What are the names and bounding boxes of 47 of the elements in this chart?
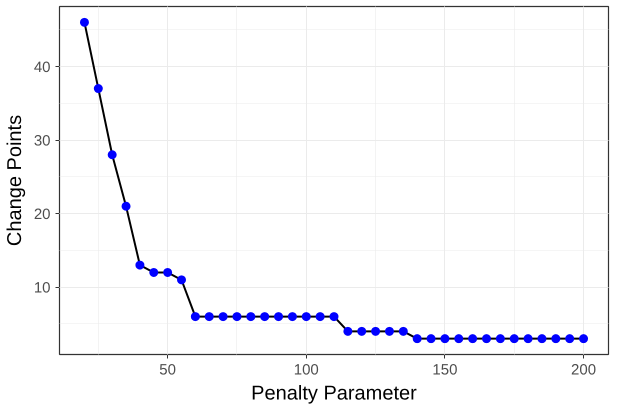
point (426, 334, 436, 344)
point (218, 312, 228, 322)
y-axis-title: Change Points (4, 114, 26, 246)
point (163, 268, 172, 277)
x-tick-label: 50 (159, 362, 176, 378)
point (524, 334, 533, 344)
point (302, 312, 311, 322)
point (177, 275, 186, 284)
point (316, 312, 325, 322)
point (579, 334, 588, 344)
point (398, 326, 408, 336)
point (468, 334, 478, 344)
point (330, 312, 338, 322)
point (108, 150, 117, 160)
point (274, 312, 284, 322)
point (246, 312, 256, 322)
y-tick-label: 30 (34, 132, 51, 150)
point (384, 326, 394, 336)
y-tick-label: 40 (34, 58, 51, 76)
point (565, 334, 574, 344)
point (122, 202, 131, 211)
x-axis-title: Penalty Parameter (251, 382, 418, 404)
point (482, 334, 491, 344)
point (496, 334, 505, 344)
point (357, 326, 366, 336)
x-tick-label: 150 (432, 362, 458, 378)
point (204, 312, 214, 322)
point (371, 326, 380, 336)
y-tick-label: 10 (34, 280, 51, 297)
point (135, 260, 144, 270)
point (412, 334, 422, 344)
point (149, 268, 158, 277)
point (440, 334, 450, 344)
x-tick-label: 100 (294, 362, 319, 378)
point (288, 312, 297, 322)
x-tick-label: 200 (571, 362, 596, 378)
point (80, 18, 89, 27)
y-tick-label: 20 (34, 206, 51, 224)
point (510, 334, 519, 344)
point (537, 334, 546, 344)
point (190, 312, 200, 322)
point (232, 312, 242, 322)
point (260, 312, 270, 322)
point (343, 326, 352, 336)
point (551, 334, 560, 344)
point (454, 334, 464, 344)
point (94, 84, 103, 94)
